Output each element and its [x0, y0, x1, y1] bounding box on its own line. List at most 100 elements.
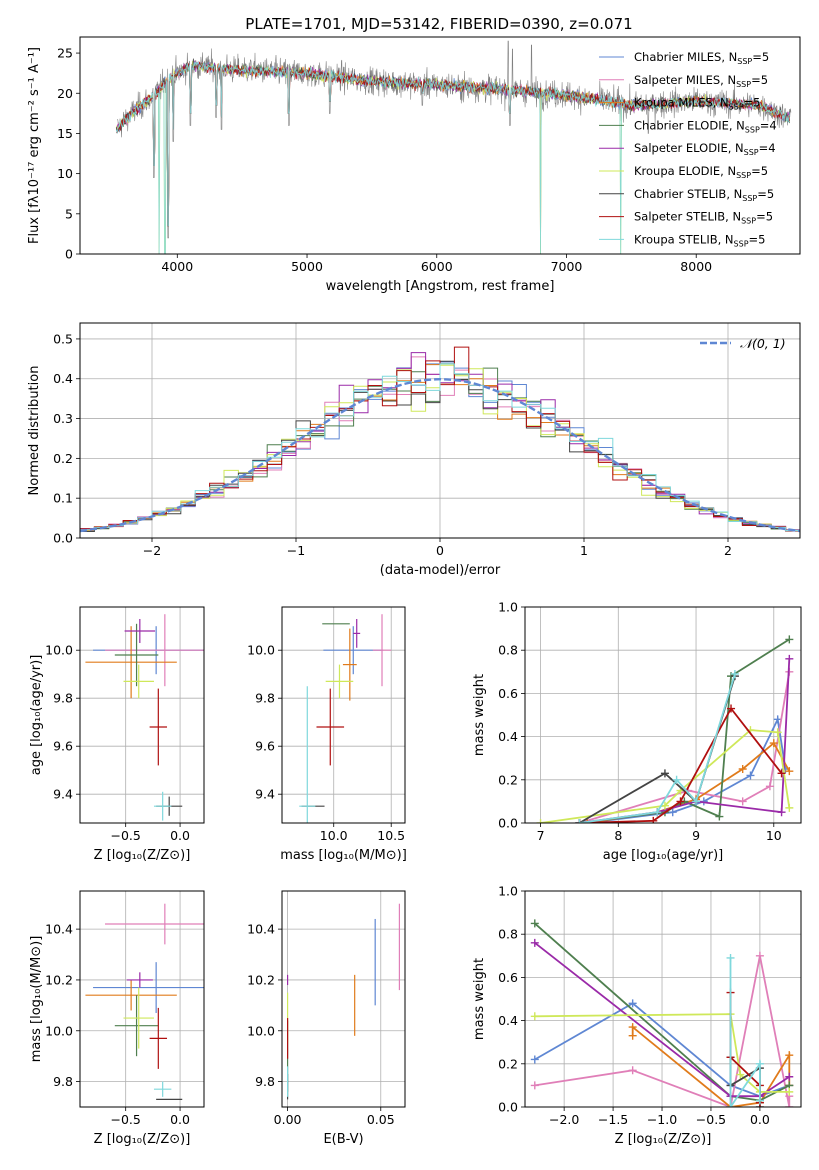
y-tick-label: 10.4 [45, 922, 73, 937]
age-vs-metallicity-panel: −0.5 0.0 9.4 9.6 9.8 10.0 Z [log₁₀(Z/Z⊙)] age [… [29, 606, 205, 863]
y-axis-label: mass weight [472, 674, 487, 756]
marker-kroupa-stelib [730, 669, 739, 678]
legend-subscript: SSP [736, 171, 751, 180]
plot-area [282, 891, 405, 1107]
y-tick-label: 9.8 [255, 691, 275, 706]
marker-chabrier-miles [530, 1055, 539, 1064]
x-tick-label: 10.5 [377, 828, 405, 843]
series-line-salpeter-elodie [534, 942, 790, 1098]
y-tick-label: 10.0 [247, 1023, 275, 1038]
marker-salpeter-miles [738, 797, 747, 806]
x-axis-label: Z [log₁₀(Z/Z⊙)] [615, 1132, 712, 1147]
x-axis-label: wavelength [Angstrom, rest frame] [326, 279, 555, 294]
marker-kroupa-elodie [785, 803, 794, 812]
y-axis-label: age [log₁₀(age/yr)] [29, 655, 44, 776]
series-line-chabrier-miles [587, 716, 787, 823]
plot-area [80, 607, 204, 823]
x-tick-label: 0.00 [274, 1112, 302, 1127]
marker-chabrier-stelib [660, 769, 669, 778]
marker-kroupa-stelib [755, 1096, 764, 1105]
marker-chabrier-elodie [785, 635, 794, 644]
y-tick-label: 1.0 [498, 884, 518, 899]
y-axis-label: Normed distribution [27, 366, 42, 496]
marker-kroupa-stelib [575, 819, 584, 823]
legend-value: =5 [756, 210, 773, 224]
marker-kroupa-miles [583, 819, 592, 823]
marker-salpeter-elodie [777, 808, 786, 817]
y-tick-label: 10.2 [45, 972, 73, 987]
legend-subscript: SSP [741, 217, 756, 226]
legend-label-kroupa-miles: Kroupa MILES, NSSP=5 [634, 96, 760, 112]
legend-label-kroupa-elodie: Kroupa ELODIE, NSSP=5 [634, 164, 768, 180]
marker-kroupa-elodie [530, 1012, 539, 1021]
y-tick-label: 10.0 [247, 643, 275, 658]
y-tick-label: 9.8 [53, 1074, 73, 1089]
marker-chabrier-miles [746, 771, 755, 780]
legend-value: =5 [752, 50, 769, 64]
x-axis-label: E(B-V) [323, 1132, 363, 1147]
marker-salpeter-miles [785, 1103, 794, 1107]
marker-salpeter-miles [628, 1066, 637, 1075]
x-tick-label: 0.0 [750, 1112, 770, 1127]
marker-salpeter-stelib [676, 797, 685, 806]
y-tick-label: 0.6 [498, 686, 518, 701]
figure-title: PLATE=1701, MJD=53142, FIBERID=0390, z=0… [245, 15, 632, 33]
marker-kroupa-elodie [536, 819, 545, 823]
x-tick-label: 0.05 [367, 1112, 395, 1127]
y-tick-label: 10.0 [45, 643, 73, 658]
y-tick-label: 0.2 [498, 772, 518, 787]
x-tick-label: −1 [287, 543, 305, 558]
y-tick-label: 0.2 [53, 451, 73, 466]
x-tick-label: −2 [143, 543, 161, 558]
mass-vs-ebv-panel: 0.00 0.05 9.8 10.0 10.2 10.4 E(B-V) [247, 890, 406, 1147]
plot-area [115, 40, 792, 254]
marker-kroupa-elodie [736, 1070, 745, 1079]
series-line-kroupa-stelib [729, 958, 761, 1107]
marker-chabrier-miles [668, 808, 677, 817]
y-tick-label: 15 [57, 126, 73, 141]
y-tick-label: 10.2 [247, 972, 275, 987]
y-tick-label: 10 [57, 166, 73, 181]
x-axis-label: Z [log₁₀(Z/Z⊙)] [94, 848, 191, 863]
x-tick-label: 8000 [680, 259, 712, 274]
marker-kroupa-stelib [726, 953, 735, 962]
marker-salpeter-elodie [785, 654, 794, 663]
marker-kroupa-miles [785, 767, 794, 776]
x-tick-label: −0.5 [696, 1112, 726, 1127]
y-tick-label: 9.4 [255, 787, 275, 802]
y-tick-label: 20 [57, 86, 73, 101]
plot-area [282, 607, 405, 823]
axes-frame [524, 890, 802, 1108]
y-tick-label: 10.4 [247, 922, 275, 937]
y-tick-label: 0.6 [498, 970, 518, 985]
x-tick-label: 0 [436, 543, 444, 558]
marker-kroupa-stelib [692, 797, 701, 806]
x-tick-label: 0.0 [170, 1112, 190, 1127]
y-tick-label: 9.8 [255, 1074, 275, 1089]
series-line-chabrier-elodie [534, 922, 790, 1102]
marker-kroupa-stelib [672, 775, 681, 784]
legend-subscript: SSP [736, 80, 751, 89]
marker-kroupa-miles [769, 739, 778, 748]
age-vs-mass-panel: 10.0 10.5 9.4 9.6 9.8 10.0 mass [log₁₀(M/M⊙)] [247, 606, 407, 863]
x-axis-label: mass [log₁₀(M/M⊙)] [280, 848, 407, 863]
legend-value: =5 [757, 187, 774, 201]
legend-label-chabrier-stelib: Chabrier STELIB, NSSP=5 [634, 187, 774, 203]
legend-subscript: SSP [734, 239, 749, 248]
residuals-panel: −2 −1 0 1 2 0.0 0.1 0.2 0.3 0.4 0.5 (data-model)/er… [27, 322, 801, 578]
y-axis-label: mass [log₁₀(M/M⊙)] [29, 936, 44, 1063]
x-tick-label: −0.5 [111, 828, 141, 843]
y-tick-label: 0.4 [53, 371, 73, 386]
marker-kroupa-miles [628, 1031, 637, 1040]
y-tick-label: 0.0 [53, 531, 73, 546]
x-tick-label: −2.0 [549, 1112, 579, 1127]
plot-area [80, 891, 204, 1107]
axes-frame [281, 606, 406, 824]
weight-vs-age-panel: 7 8 9 10 0.0 0.2 0.4 0.6 0.8 1.0 age [log₁₀(age/yr… [472, 600, 802, 863]
x-tick-label: 7000 [551, 259, 583, 274]
normal-curve [80, 377, 800, 533]
axes-frame [524, 606, 802, 824]
y-tick-label: 0.0 [498, 816, 518, 831]
y-tick-label: 1.0 [498, 600, 518, 615]
axes-frame [281, 890, 406, 1108]
